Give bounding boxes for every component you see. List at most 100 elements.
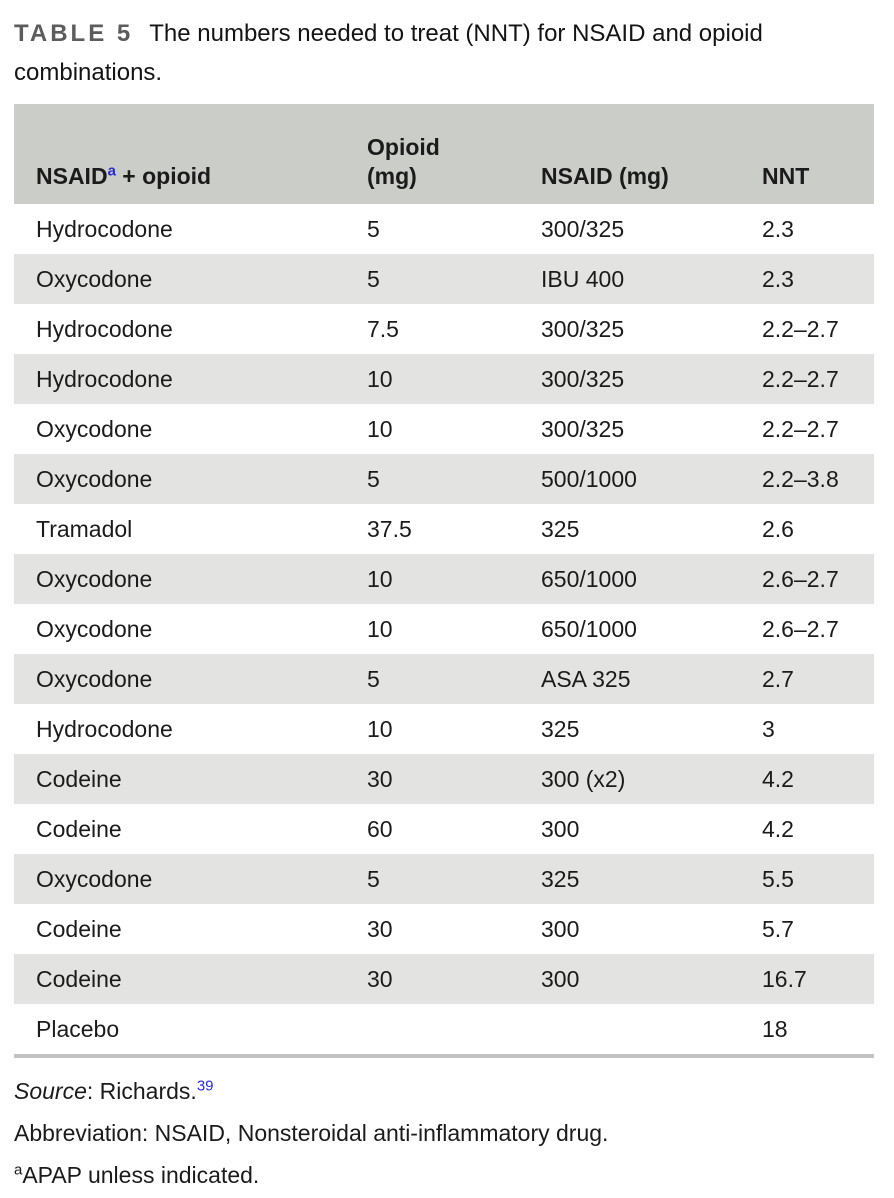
table-row: Tramadol 37.5 325 2.6 <box>14 504 874 554</box>
footnote-marker-a-link[interactable]: a <box>107 162 116 180</box>
source-text: : Richards. <box>86 1078 197 1104</box>
table-row: Oxycodone 10 300/325 2.2–2.7 <box>14 404 874 454</box>
cell-opioid-mg: 37.5 <box>367 515 412 542</box>
cell-nnt: 2.3 <box>762 215 794 242</box>
cell-nsaid-mg: 300 <box>541 915 580 942</box>
cell-opioid-mg: 60 <box>367 815 393 842</box>
cell-nsaid-mg: 500/1000 <box>541 465 637 492</box>
cell-nnt: 2.2–2.7 <box>762 415 839 442</box>
cell-opioid-mg: 5 <box>367 265 380 292</box>
cell-nnt: 2.2–2.7 <box>762 315 839 342</box>
header-nsaid-label: NSAID <box>36 163 108 189</box>
cell-drug: Hydrocodone <box>36 365 173 392</box>
cell-nsaid-mg: 325 <box>541 715 580 742</box>
cell-drug: Hydrocodone <box>36 315 173 342</box>
cell-nnt: 2.6–2.7 <box>762 615 839 642</box>
cell-nsaid-mg: 300 (x2) <box>541 765 626 792</box>
nnt-table: NSAIDa + opioid Opioid (mg) NSAID (mg) N… <box>14 104 874 1058</box>
cell-opioid-mg: 30 <box>367 765 393 792</box>
cell-nsaid-mg: 325 <box>541 865 580 892</box>
cell-opioid-mg: 10 <box>367 415 393 442</box>
column-header-opioid-mg: Opioid (mg) <box>367 133 541 204</box>
cell-drug: Hydrocodone <box>36 215 173 242</box>
table-row: Oxycodone 10 650/1000 2.6–2.7 <box>14 554 874 604</box>
cell-nnt: 2.7 <box>762 665 794 692</box>
table-row: Oxycodone 5 325 5.5 <box>14 854 874 904</box>
table-header-row: NSAIDa + opioid Opioid (mg) NSAID (mg) N… <box>14 104 874 204</box>
cell-opioid-mg: 7.5 <box>367 315 399 342</box>
table-footnotes: Source: Richards.39 Abbreviation: NSAID,… <box>14 1070 880 1196</box>
cell-opioid-mg: 5 <box>367 665 380 692</box>
cell-drug: Oxycodone <box>36 865 153 892</box>
cell-nnt: 5.5 <box>762 865 794 892</box>
cell-drug: Hydrocodone <box>36 715 173 742</box>
source-label: Source <box>14 1078 87 1104</box>
footnote-a-text: APAP unless indicated. <box>22 1162 260 1188</box>
cell-drug: Oxycodone <box>36 615 153 642</box>
table-row: Hydrocodone 5 300/325 2.3 <box>14 204 874 254</box>
cell-drug: Oxycodone <box>36 565 153 592</box>
cell-drug: Codeine <box>36 815 122 842</box>
table-title-text: The numbers needed to treat (NNT) for NS… <box>14 20 763 86</box>
column-header-nsaid-opioid: NSAIDa + opioid <box>14 162 367 204</box>
cell-drug: Codeine <box>36 965 122 992</box>
cell-nsaid-mg: 300 <box>541 965 580 992</box>
table-row: Hydrocodone 10 300/325 2.2–2.7 <box>14 354 874 404</box>
cell-nsaid-mg: 300/325 <box>541 365 625 392</box>
cell-nnt: 2.6 <box>762 515 794 542</box>
cell-nsaid-mg: 650/1000 <box>541 565 637 592</box>
cell-opioid-mg: 10 <box>367 365 393 392</box>
cell-nsaid-mg: 650/1000 <box>541 615 637 642</box>
cell-opioid-mg: 30 <box>367 915 393 942</box>
cell-nnt: 3 <box>762 715 775 742</box>
table-row: Oxycodone 5 ASA 325 2.7 <box>14 654 874 704</box>
column-header-nnt: NNT <box>762 163 810 189</box>
cell-nnt: 4.2 <box>762 765 794 792</box>
cell-nsaid-mg: ASA 325 <box>541 665 631 692</box>
table-row: Hydrocodone 10 325 3 <box>14 704 874 754</box>
header-opioid-label: + opioid <box>115 163 212 189</box>
header-opioid-mg-line2: (mg) <box>367 163 417 189</box>
cell-nnt: 2.2–2.7 <box>762 365 839 392</box>
reference-link-39[interactable]: 39 <box>196 1077 214 1095</box>
cell-nnt: 4.2 <box>762 815 794 842</box>
table-caption: TABLE 5 The numbers needed to treat (NNT)… <box>14 14 854 92</box>
cell-nnt: 2.6–2.7 <box>762 565 839 592</box>
cell-drug: Oxycodone <box>36 665 153 692</box>
table-row: Codeine 60 300 4.2 <box>14 804 874 854</box>
cell-nsaid-mg: 300/325 <box>541 315 625 342</box>
cell-nsaid-mg: 300/325 <box>541 415 625 442</box>
cell-nsaid-mg: IBU 400 <box>541 265 625 292</box>
cell-drug: Codeine <box>36 915 122 942</box>
header-opioid-mg-line1: Opioid <box>367 134 440 160</box>
cell-drug: Codeine <box>36 765 122 792</box>
column-header-nsaid-mg: NSAID (mg) <box>541 163 669 189</box>
table-row: Hydrocodone 7.5 300/325 2.2–2.7 <box>14 304 874 354</box>
cell-drug: Tramadol <box>36 515 133 542</box>
table-row: Codeine 30 300 (x2) 4.2 <box>14 754 874 804</box>
cell-opioid-mg: 10 <box>367 565 393 592</box>
table-row: Placebo 18 <box>14 1004 874 1054</box>
table-row: Oxycodone 5 500/1000 2.2–3.8 <box>14 454 874 504</box>
table-number: TABLE 5 <box>14 20 134 47</box>
cell-nsaid-mg: 325 <box>541 515 580 542</box>
table-body: Hydrocodone 5 300/325 2.3 Oxycodone 5 IBU 400 2… <box>14 204 874 1058</box>
table-row: Oxycodone 10 650/1000 2.6–2.7 <box>14 604 874 654</box>
cell-opioid-mg: 5 <box>367 465 380 492</box>
table-row: Oxycodone 5 IBU 400 2.3 <box>14 254 874 304</box>
source-line: Source: Richards.39 <box>14 1070 880 1112</box>
cell-drug: Oxycodone <box>36 265 153 292</box>
footnote-marker-a: a <box>14 1161 23 1179</box>
cell-drug: Oxycodone <box>36 415 153 442</box>
cell-nsaid-mg: 300/325 <box>541 215 625 242</box>
cell-nnt: 16.7 <box>762 965 807 992</box>
cell-nnt: 18 <box>762 1015 788 1042</box>
table-row: Codeine 30 300 16.7 <box>14 954 874 1004</box>
abbreviation-line: Abbreviation: NSAID, Nonsteroidal anti-i… <box>14 1120 609 1146</box>
cell-opioid-mg: 30 <box>367 965 393 992</box>
footnote-a-line: aAPAP unless indicated. <box>14 1154 880 1196</box>
table-row: Codeine 30 300 5.7 <box>14 904 874 954</box>
cell-opioid-mg: 5 <box>367 215 380 242</box>
cell-drug: Placebo <box>36 1015 120 1042</box>
